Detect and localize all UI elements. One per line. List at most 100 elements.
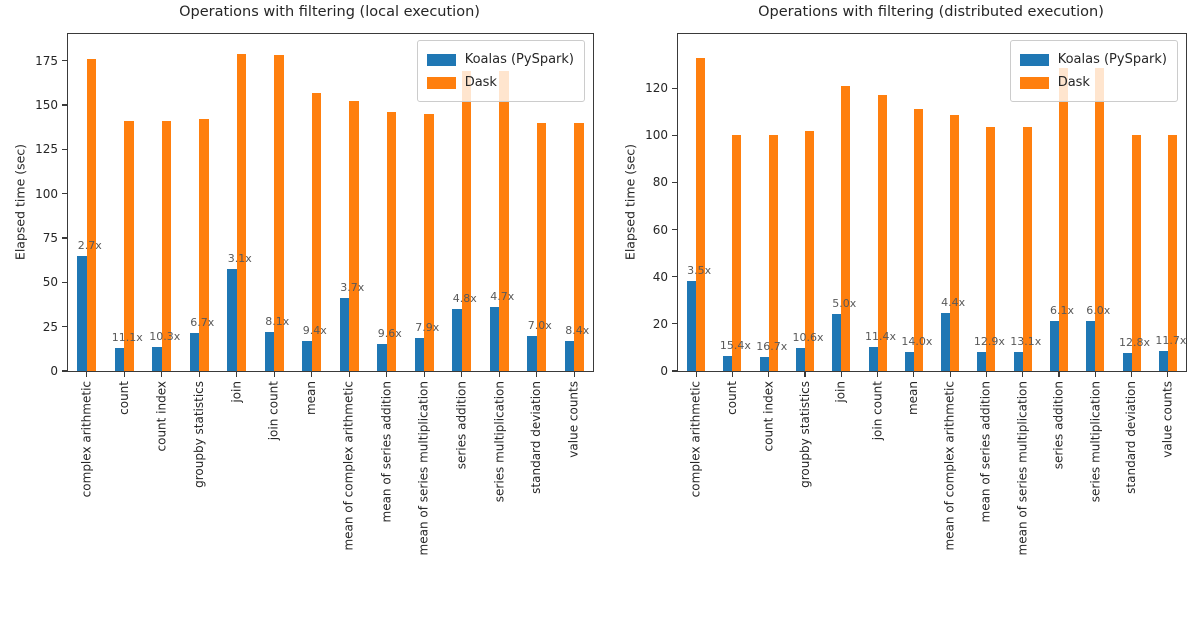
x-tick-mark	[236, 372, 238, 377]
koalas-bar	[904, 352, 914, 371]
x-tick-label-text: mean of series addition	[978, 381, 993, 523]
x-tick-label-text: series addition	[454, 381, 469, 470]
chart-title: Operations with filtering (local executi…	[179, 4, 480, 20]
koalas-bar	[1086, 320, 1096, 371]
x-tick-mark	[386, 372, 388, 377]
dask-color-swatch	[426, 76, 456, 89]
x-tick-mark	[273, 372, 275, 377]
speedup-annotation: 3.1x	[227, 252, 252, 266]
y-tick-mark	[672, 370, 677, 372]
x-tick-mark	[949, 372, 951, 377]
x-tick-mark	[840, 372, 842, 377]
y-tick-label: 125	[35, 142, 58, 157]
speedup-annotation: 6.0x	[1086, 303, 1111, 317]
dask-bar	[86, 58, 97, 371]
legend-label-dask: Dask	[1057, 75, 1090, 90]
legend-item-koalas: Koalas (PySpark)	[426, 48, 574, 71]
speedup-annotation: 13.1x	[1010, 335, 1042, 349]
y-tick-mark	[62, 237, 67, 239]
x-tick-label-text: groupby statistics	[191, 381, 206, 488]
koalas-bar	[832, 313, 842, 371]
y-tick-label: 175	[35, 53, 58, 68]
x-tick-label-text: series multiplication	[1087, 381, 1102, 503]
y-tick-mark	[62, 370, 67, 372]
y-tick-mark	[62, 148, 67, 150]
koalas-color-swatch	[426, 53, 456, 66]
dask-bar	[574, 122, 584, 371]
chart-local-execution: Operations with filtering (local executi…	[13, 4, 594, 555]
x-tick-mark	[573, 372, 575, 377]
speedup-annotation: 11.1x	[111, 331, 143, 345]
plot-area: 0 25 50 75 100 125 150 175 2.7x complex arithmeti…	[35, 33, 594, 555]
x-tick-mark	[536, 372, 538, 377]
x-tick-mark	[985, 372, 988, 377]
y-tick-label: 40	[652, 269, 668, 284]
speedup-annotation: 6.7x	[190, 316, 215, 330]
dask-bar	[768, 135, 778, 371]
x-tick-label-text: mean	[906, 381, 921, 416]
koalas-bar	[1158, 350, 1168, 371]
dask-color-swatch	[1019, 76, 1049, 89]
dask-bar	[732, 135, 742, 371]
x-tick-mark	[1022, 372, 1024, 377]
dask-bar	[386, 112, 397, 371]
dask-bar	[805, 130, 815, 371]
y-tick-label: 80	[652, 175, 668, 190]
x-tick-label-text: mean of complex arithmetic	[942, 381, 957, 551]
x-tick-label-text: mean of series multiplication	[416, 381, 431, 556]
speedup-annotation: 3.5x	[687, 264, 712, 278]
x-tick-mark	[123, 372, 125, 377]
koalas-bar	[189, 333, 200, 371]
x-tick-mark	[86, 372, 88, 377]
koalas-bar	[759, 356, 769, 371]
x-tick-label-text: value counts	[566, 381, 581, 458]
x-tick-label-text: mean of series addition	[379, 381, 394, 523]
speedup-annotation: 11.4x	[865, 329, 897, 343]
y-tick-mark	[672, 323, 677, 325]
y-tick-mark	[62, 193, 67, 195]
dask-bar	[841, 85, 851, 371]
y-tick-label: 50	[42, 275, 58, 290]
x-tick-label-text: complex arithmetic	[688, 381, 703, 498]
x-tick-label-text: standard deviation	[1124, 381, 1139, 494]
y-tick-label: 150	[35, 97, 58, 112]
x-tick-mark	[913, 372, 915, 377]
koalas-bar	[1049, 321, 1059, 371]
x-tick-label-text: series multiplication	[491, 381, 506, 503]
speedup-annotation: 9.6x	[377, 327, 402, 341]
y-tick-mark	[62, 104, 67, 106]
speedup-annotation: 11.7x	[1155, 333, 1187, 347]
speedup-annotation: 10.3x	[149, 329, 181, 343]
koalas-bar	[302, 341, 312, 371]
y-tick-label: 0	[660, 364, 668, 378]
y-tick-label: 100	[645, 128, 668, 143]
y-tick-mark	[672, 87, 677, 89]
koalas-bar	[77, 255, 87, 371]
y-tick-mark	[672, 276, 677, 278]
dask-bar	[950, 115, 960, 371]
koalas-bar	[152, 346, 162, 371]
speedup-annotation: 14.0x	[901, 335, 933, 349]
x-tick-mark	[1058, 372, 1060, 377]
x-tick-label-text: count index	[154, 381, 169, 452]
koalas-bar	[1013, 352, 1023, 371]
x-tick-mark	[768, 372, 770, 377]
chart-title: Operations with filtering (distributed e…	[758, 4, 1104, 20]
x-tick-label-text: mean of series multiplication	[1015, 381, 1030, 556]
speedup-annotation: 2.7x	[77, 238, 102, 252]
legend: Koalas (PySpark) Dask	[1009, 40, 1178, 102]
y-tick-label: 60	[652, 222, 668, 237]
x-tick-mark	[1167, 372, 1169, 377]
legend-label-koalas: Koalas (PySpark)	[464, 52, 574, 67]
x-tick-mark	[876, 372, 879, 377]
x-tick-mark	[804, 372, 806, 377]
x-tick-mark	[1094, 372, 1096, 377]
dask-bar	[161, 120, 172, 371]
x-tick-label-text: complex arithmetic	[79, 381, 94, 498]
y-tick-label: 75	[42, 230, 58, 245]
koalas-bar	[264, 331, 275, 371]
dask-bar	[349, 101, 359, 371]
x-tick-mark	[695, 372, 697, 377]
y-tick-label: 20	[652, 316, 668, 331]
